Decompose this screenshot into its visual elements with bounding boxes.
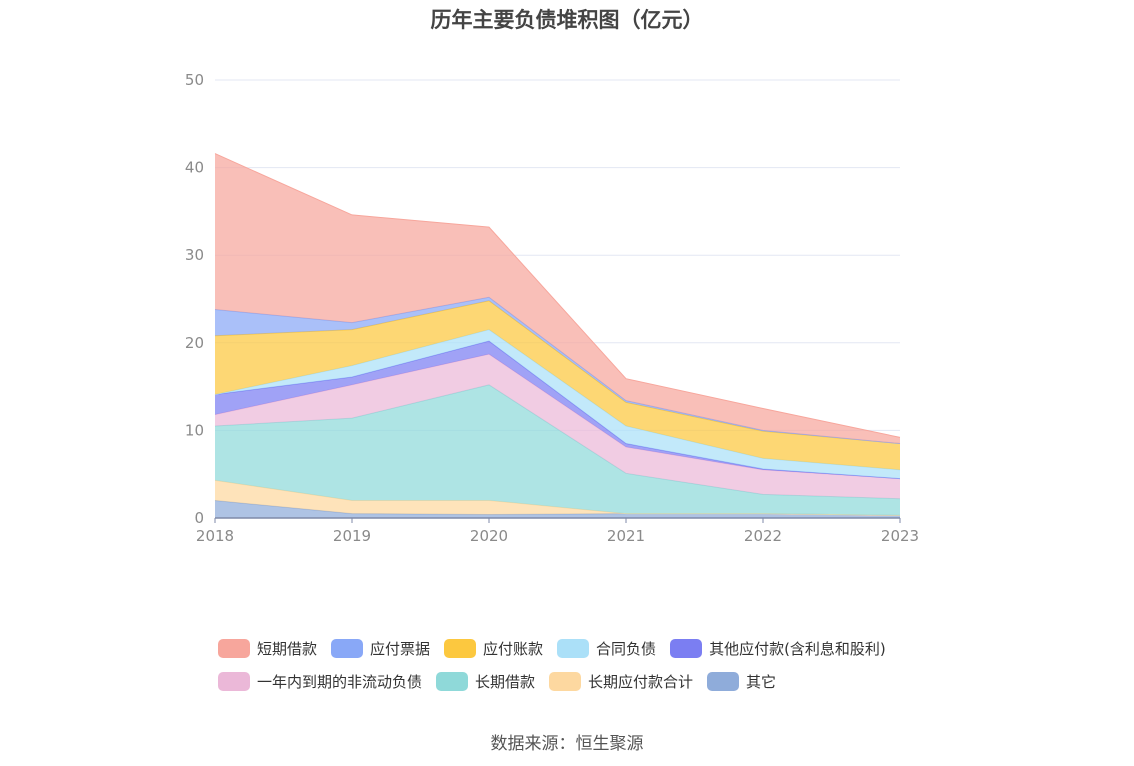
x-tick-label: 2022: [744, 527, 782, 545]
legend-item[interactable]: 其他应付款(含利息和股利): [670, 638, 886, 659]
legend-item[interactable]: 合同负债: [557, 638, 656, 659]
legend-item[interactable]: 应付账款: [444, 638, 543, 659]
area-series-3: [215, 354, 900, 499]
legend-swatch: [707, 672, 740, 691]
y-tick-label: 10: [185, 421, 204, 439]
data-source-note: 数据来源：恒生聚源: [490, 734, 644, 754]
legend-label: 其它: [746, 673, 777, 691]
legend-row: 一年内到期的非流动负债 长期借款 长期应付款合计 其它: [218, 665, 978, 698]
x-tick-label: 2021: [607, 527, 645, 545]
stacked-area-chart: 0 10 20 30 40 50 2018 2019 2020 2021 2022 2023: [185, 71, 919, 545]
area-series-2: [215, 384, 900, 516]
y-tick-label: 50: [185, 71, 204, 89]
legend-label: 一年内到期的非流动负债: [257, 673, 423, 691]
area-series-edge-8: [214, 153, 901, 438]
chart-title: 历年主要负债堆积图（亿元）: [430, 8, 704, 32]
x-tick-label: 2023: [881, 527, 919, 545]
y-tick-label: 0: [194, 509, 204, 527]
legend: 短期借款 应付票据 应付账款 合同负债 其他应付款(含利息和股利) 一年内到期的非流动负债…: [218, 632, 978, 698]
area-series-5: [215, 329, 900, 479]
area-series-6: [215, 300, 900, 470]
area-series: [214, 153, 901, 518]
area-series-4: [215, 341, 900, 479]
y-tick-label: 30: [185, 246, 204, 264]
x-tick-label: 2018: [196, 527, 234, 545]
legend-item[interactable]: 短期借款: [218, 638, 317, 659]
legend-label: 长期应付款合计: [588, 673, 694, 691]
legend-swatch: [557, 639, 590, 658]
area-series-edge-7: [214, 296, 901, 445]
y-tick-label: 40: [185, 159, 204, 177]
legend-swatch: [670, 639, 703, 658]
legend-label: 应付票据: [370, 640, 431, 658]
legend-label: 合同负债: [596, 640, 657, 658]
x-tick-label: 2019: [333, 527, 371, 545]
legend-swatch: [218, 639, 250, 658]
legend-label: 应付账款: [483, 640, 544, 658]
legend-label: 短期借款: [257, 640, 318, 658]
x-tick-label: 2020: [470, 527, 508, 545]
area-series-8: [215, 153, 900, 444]
legend-swatch: [331, 639, 364, 658]
legend-item[interactable]: 其它: [707, 671, 776, 692]
legend-swatch: [436, 672, 469, 691]
legend-row: 短期借款 应付票据 应付账款 合同负债 其他应付款(含利息和股利): [218, 632, 978, 665]
legend-item[interactable]: 一年内到期的非流动负债: [218, 671, 422, 692]
legend-item[interactable]: 长期借款: [436, 671, 535, 692]
area-series-1: [215, 480, 900, 516]
axes: 0 10 20 30 40 50 2018 2019 2020 2021 2022 2023: [185, 71, 919, 545]
legend-swatch: [218, 672, 250, 691]
legend-swatch: [549, 672, 582, 691]
legend-item[interactable]: 长期应付款合计: [549, 671, 693, 692]
legend-label: 其他应付款(含利息和股利): [709, 640, 886, 658]
y-tick-label: 20: [185, 334, 204, 352]
legend-label: 长期借款: [475, 673, 536, 691]
legend-swatch: [444, 639, 477, 658]
legend-item[interactable]: 应付票据: [331, 638, 430, 659]
